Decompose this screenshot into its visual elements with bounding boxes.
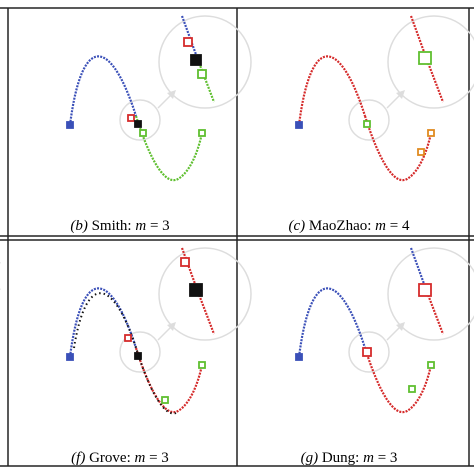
zoom-connector bbox=[157, 93, 173, 109]
end-marker bbox=[427, 361, 435, 369]
panel: (f) Grove: m = 3 bbox=[66, 247, 252, 466]
caption-value: = 3 bbox=[149, 450, 169, 466]
marker bbox=[417, 148, 425, 156]
caption: (f) Grove: m = 3 bbox=[71, 450, 169, 466]
zoom-connector bbox=[386, 325, 402, 341]
focus-circle bbox=[119, 331, 161, 373]
zoom-circle bbox=[158, 247, 252, 341]
zoom-line bbox=[425, 59, 445, 103]
frame bbox=[0, 7, 474, 467]
caption: (c) MaoZhao: m = 4 bbox=[289, 218, 410, 234]
caption-method: Smith: bbox=[92, 218, 132, 234]
panel: (g) Dung: m = 3 bbox=[295, 247, 474, 466]
marker bbox=[127, 114, 135, 122]
start-marker bbox=[66, 353, 74, 361]
marker bbox=[139, 129, 147, 137]
focus-circle bbox=[348, 99, 390, 141]
zoom-connector bbox=[157, 325, 173, 341]
start-marker bbox=[66, 121, 74, 129]
arrow-head bbox=[396, 322, 405, 331]
zoom-connector bbox=[386, 93, 402, 109]
zoom-marker bbox=[183, 37, 193, 47]
marker bbox=[363, 120, 371, 128]
zoom-marker bbox=[197, 69, 207, 79]
caption-variable: m bbox=[375, 218, 386, 234]
arrow-head bbox=[167, 90, 176, 99]
end-marker bbox=[427, 129, 435, 137]
caption-method: Grove: bbox=[89, 450, 131, 466]
caption-value: = 4 bbox=[390, 218, 410, 234]
arrow-head bbox=[396, 90, 405, 99]
curve-part bbox=[363, 115, 433, 182]
caption-tag: (g) bbox=[301, 450, 319, 466]
caption: (g) Dung: m = 3 bbox=[301, 450, 398, 466]
curve-part bbox=[134, 115, 204, 182]
focus-circle bbox=[119, 99, 161, 141]
caption-tag: (f) bbox=[71, 450, 85, 466]
zoom-circle bbox=[387, 247, 474, 341]
zoom-line bbox=[196, 291, 216, 335]
caption-tag: (b) bbox=[70, 218, 88, 234]
zoom-marker bbox=[418, 51, 432, 65]
zoom-marker bbox=[190, 54, 202, 66]
marker bbox=[134, 120, 142, 128]
curve-part bbox=[297, 55, 367, 126]
start-marker bbox=[295, 353, 303, 361]
caption-variable: m bbox=[135, 218, 146, 234]
zoom-circle bbox=[387, 15, 474, 109]
panel: (c) MaoZhao: m = 4 bbox=[289, 15, 474, 234]
arrow-head bbox=[167, 322, 176, 331]
marker bbox=[134, 352, 142, 360]
caption-variable: m bbox=[363, 450, 374, 466]
zoom-marker bbox=[418, 283, 432, 297]
caption-value: = 3 bbox=[378, 450, 398, 466]
marker bbox=[408, 385, 416, 393]
curve-part bbox=[68, 287, 138, 358]
marker bbox=[362, 347, 372, 357]
caption-variable: m bbox=[135, 450, 146, 466]
zoom-circle bbox=[158, 15, 252, 109]
curve-part bbox=[68, 55, 138, 126]
zoom-marker bbox=[180, 257, 190, 267]
zoom-line bbox=[425, 291, 445, 335]
marker bbox=[161, 396, 169, 404]
marker bbox=[124, 334, 132, 342]
caption-tag: (c) bbox=[289, 218, 306, 234]
end-marker bbox=[198, 129, 206, 137]
curve-part bbox=[297, 287, 367, 358]
curve-part bbox=[363, 347, 433, 414]
zoom-line bbox=[196, 59, 216, 103]
caption-value: = 3 bbox=[150, 218, 170, 234]
curve-part bbox=[134, 347, 204, 414]
caption: (b) Smith: m = 3 bbox=[70, 218, 169, 234]
caption-method: MaoZhao: bbox=[309, 218, 371, 234]
zoom-marker bbox=[189, 283, 203, 297]
start-marker bbox=[295, 121, 303, 129]
panel: (b) Smith: m = 3 bbox=[66, 15, 252, 234]
caption-method: Dung: bbox=[322, 450, 360, 466]
end-marker bbox=[198, 361, 206, 369]
focus-circle bbox=[348, 331, 390, 373]
